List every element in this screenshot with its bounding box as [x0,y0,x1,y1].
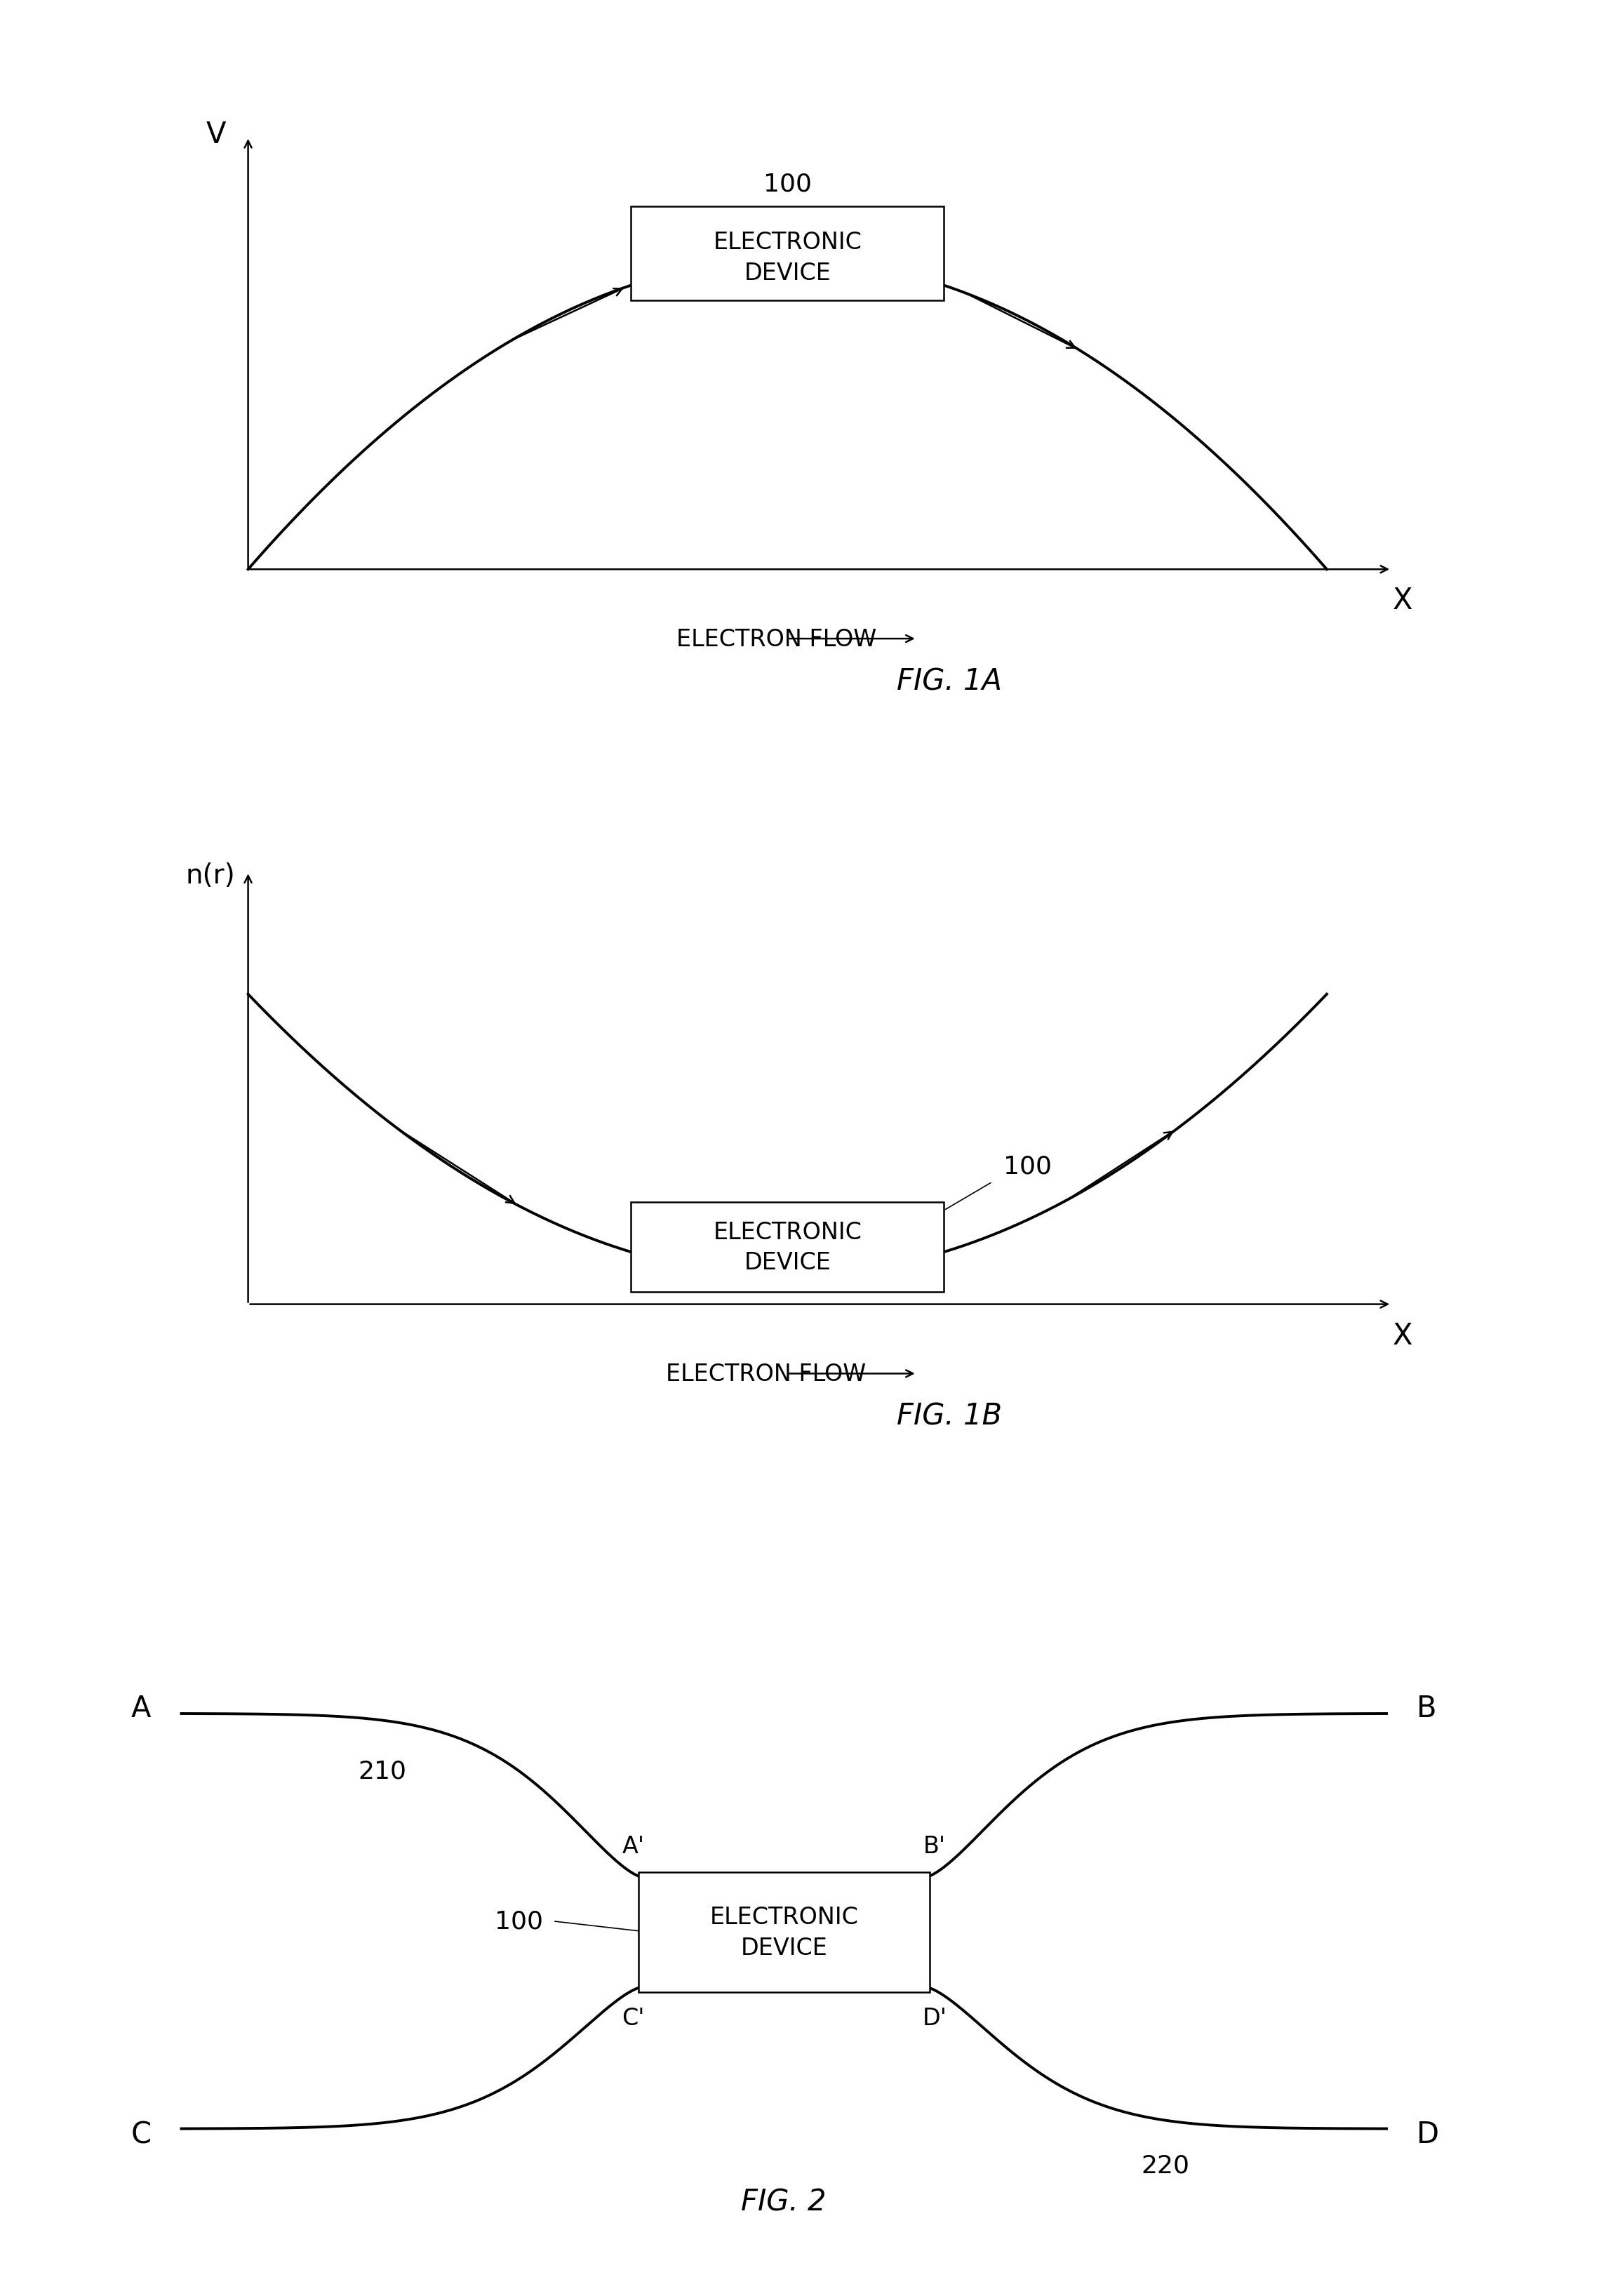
Text: 100: 100 [495,1910,544,1933]
FancyBboxPatch shape [637,1871,929,1993]
Text: 100: 100 [1003,1155,1052,1178]
Text: FIG. 2: FIG. 2 [741,2186,827,2216]
Text: ELECTRON FLOW: ELECTRON FLOW [676,627,877,650]
Text: D: D [1417,2119,1438,2149]
Text: ELECTRONIC
DEVICE: ELECTRONIC DEVICE [710,1906,858,1958]
Text: 220: 220 [1141,2154,1189,2177]
FancyBboxPatch shape [631,207,943,301]
Text: C': C' [621,2007,644,2030]
Text: 210: 210 [358,1759,406,1782]
Text: FIG. 1A: FIG. 1A [896,666,1002,696]
Text: X: X [1391,585,1413,615]
Text: X: X [1391,1320,1413,1350]
Text: ELECTRONIC
DEVICE: ELECTRONIC DEVICE [714,232,862,285]
Text: ELECTRON FLOW: ELECTRON FLOW [665,1362,866,1384]
Text: B: B [1417,1694,1437,1722]
Text: C: C [131,2119,150,2149]
FancyBboxPatch shape [631,1203,943,1293]
Text: FIG. 1B: FIG. 1B [896,1401,1002,1430]
Text: D': D' [922,2007,947,2030]
Text: A: A [131,1694,150,1722]
Text: ELECTRONIC
DEVICE: ELECTRONIC DEVICE [714,1221,862,1274]
Text: V: V [205,119,227,149]
Text: B': B' [924,1835,947,1857]
Text: A': A' [621,1835,644,1857]
Text: n(r): n(r) [186,861,235,889]
Text: 100: 100 [764,172,812,195]
